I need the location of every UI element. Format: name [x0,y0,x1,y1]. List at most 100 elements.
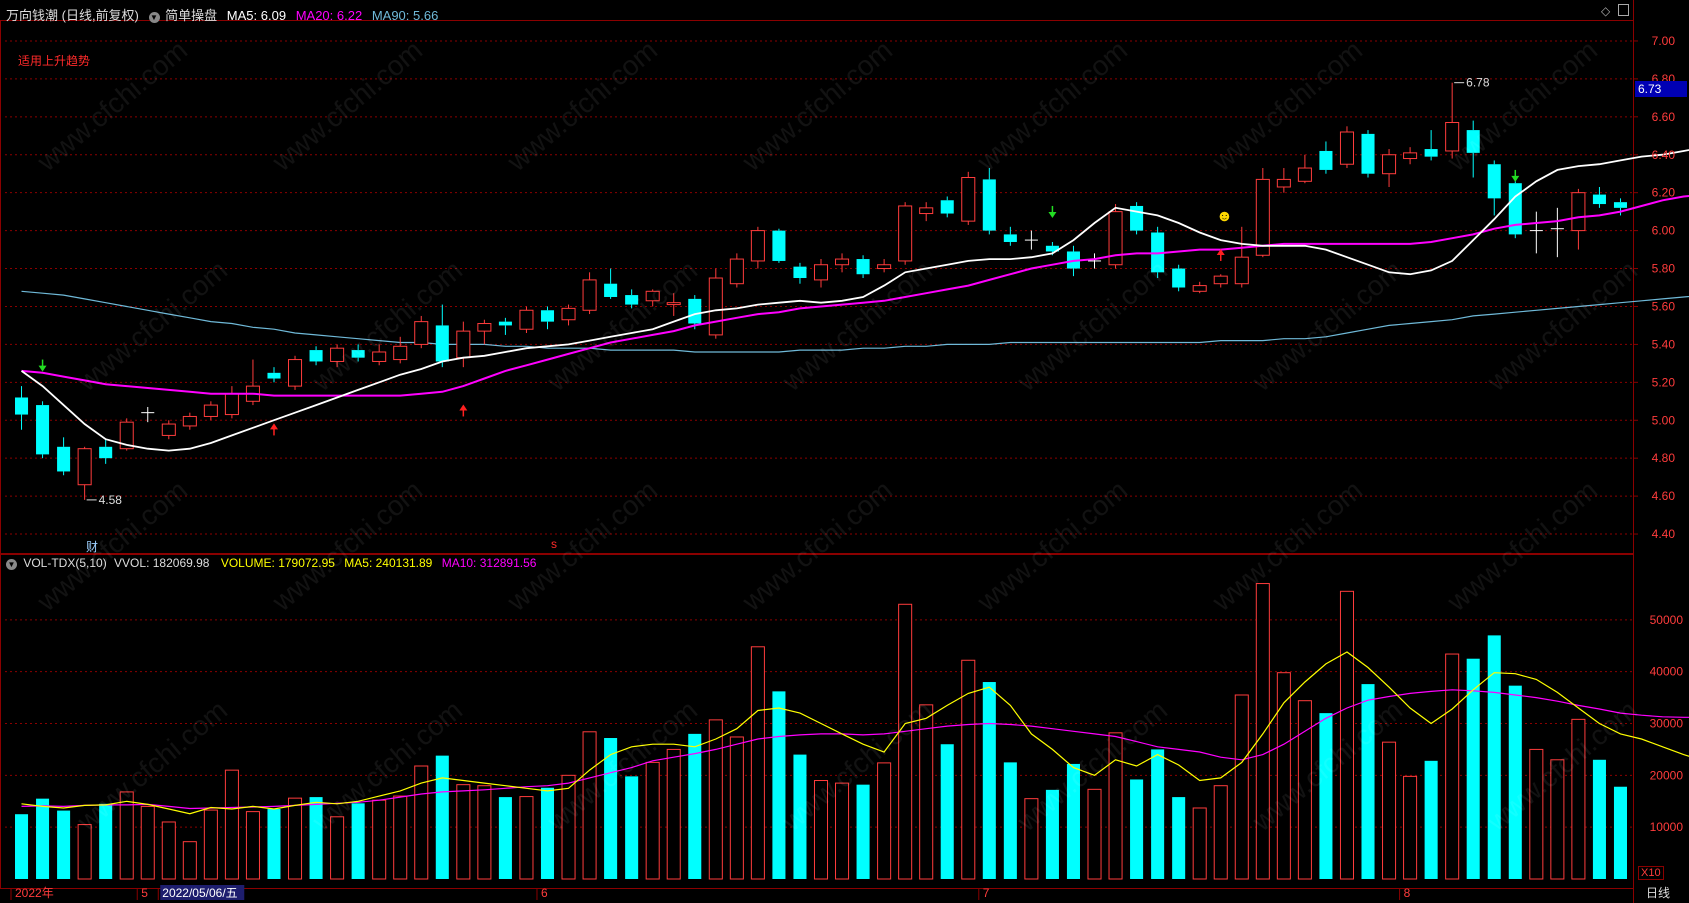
grid-lines [0,0,1634,903]
s-marker[interactable]: s [551,537,557,551]
ma90-label: MA90: [371,8,410,23]
candle-body-down [540,310,555,322]
candle-body-up [1213,275,1228,285]
candle-body-down [604,283,618,297]
candle-body-up [1571,192,1586,232]
volume-bar-down [793,754,807,879]
price-annotations: 4.58 6.78 [86,76,1490,507]
volume-bar-down [772,691,786,879]
volume-bar-up [245,811,260,880]
volume-bar-down [856,784,870,879]
financial-report-marker[interactable]: 财 [86,540,99,554]
volume-bar-up [877,762,892,880]
volume-collapse-icon[interactable]: ▼ [6,559,17,570]
volume-bar-up [456,784,471,880]
volume-bar-up [1550,759,1565,880]
vvol-label: VVOL: [114,556,150,570]
candle-body-down [1487,164,1501,199]
volume-bar-down [1613,786,1628,879]
price-tick-label: 5.40 [1652,337,1676,351]
volume-bar-up [119,791,134,880]
candle-body-down [14,397,29,415]
candle-body-up [1108,211,1123,266]
candle-body-up [919,207,934,215]
candle-body-down [1592,194,1606,205]
volume-bar-up [1108,732,1123,880]
volume-bar-up [1297,700,1312,880]
candle-body-down [498,321,512,326]
diamond-icon[interactable]: ◇ [1601,4,1611,18]
price-tick-label: 5.60 [1652,299,1676,313]
price-tick-label: 4.80 [1652,451,1676,465]
volume-tick-label: 40000 [1650,665,1684,679]
volume-bar-up [224,769,239,880]
volume-bar-up [330,816,345,880]
ma20-series-line [21,195,1689,397]
volume-bar-up [898,603,913,880]
volume-tick-label: 10000 [1650,820,1684,834]
ma5-series-line [20,149,1689,452]
ma20-value: 6.22 [336,8,363,23]
candle-body-down [1424,149,1438,157]
volume-bar-down [99,803,113,879]
volume-bar-down [1592,759,1606,879]
period-label[interactable]: 日线 [1646,886,1671,900]
ma90-series-line [21,290,1689,353]
volume-bar-up [1445,653,1460,880]
volume-bar-up [750,646,765,880]
volume-bar-up [835,782,850,880]
candle-body-up [1234,256,1249,285]
volume-unit-badge: X10 [1638,866,1664,880]
date-label: 2022年 [15,886,54,900]
volume-value: 179072.95 [278,556,335,570]
volume-bar-down [1424,760,1438,879]
volume-bar-up [666,748,681,880]
indicator-name[interactable]: 简单操盘 [165,8,218,23]
stock-title[interactable]: 万向钱潮 (日线,前复权) [6,8,139,23]
candle-body-up [561,307,576,321]
current-price-tag: 6.73 [1635,81,1687,97]
trend-note: 适用上升趋势 [18,54,91,68]
volume-bar-up [1403,775,1418,880]
window-toggle-icon[interactable] [1617,4,1629,16]
signal-up-arrowhead [269,423,278,430]
date-label: 5 [141,886,148,900]
candle-body-up [1339,131,1354,165]
volume-bar-down [1130,779,1144,879]
date-label: 6 [541,886,548,900]
volume-bar-down [14,814,29,879]
smile-icon: ☻ [1216,208,1233,225]
signal-up-arrowhead [459,404,468,411]
volume-bar-down [1151,749,1165,879]
volume-bar-down [688,733,702,879]
candle-body-up [877,264,892,270]
candle-body-down [1045,245,1059,252]
volume-bar-down [1003,762,1017,879]
volume-ma-lines [21,651,1689,815]
volume-bar-down [540,787,555,879]
candle-body-up [203,404,218,417]
signal-down-arrowhead [1048,211,1057,218]
price-tick-label: 7.00 [1652,34,1676,48]
volume-bar-up [372,799,387,880]
candle-body-down [57,446,71,472]
candle-body-down [1613,202,1628,208]
candle-body-down [1508,183,1522,235]
volume-bar-up [1255,583,1270,880]
volume-bar-up [1571,718,1586,880]
candle-body-down [625,295,639,305]
volume-bar-up [477,785,492,880]
volume-bar-down [36,798,50,879]
volume-bar-up [77,824,92,880]
candle-body-down [1130,205,1144,231]
indicator-collapse-icon[interactable]: ▼ [148,12,160,23]
candle-body-up [77,448,92,486]
window-controls[interactable]: ◇ [1601,4,1629,18]
volume-bar-down [1319,713,1333,879]
price-axis: 7.006.806.606.406.206.005.805.605.405.20… [1633,34,1683,834]
candle-body-down [435,325,449,362]
volume-indicator-name[interactable]: VOL-TDX(5,10) [23,556,107,570]
signal-up-arrowhead [1216,248,1225,255]
candle-body-up [1192,285,1207,292]
